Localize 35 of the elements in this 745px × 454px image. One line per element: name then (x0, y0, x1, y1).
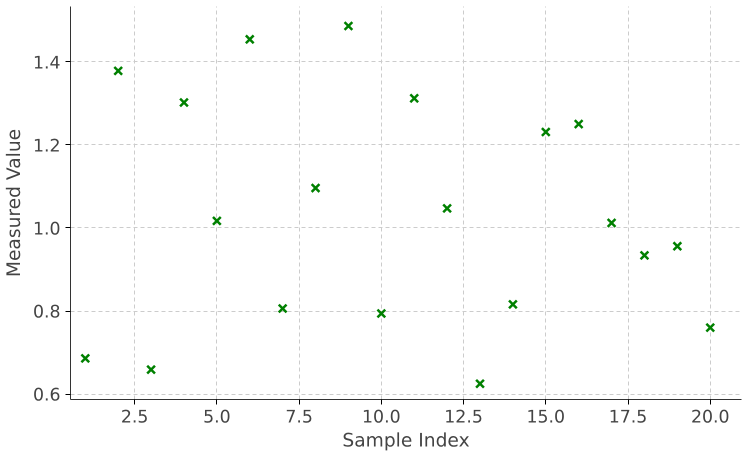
point (178, 97, 190, 108)
point (244, 34, 255, 44)
x-tick-label: 5.0 (203, 408, 231, 428)
point (343, 20, 354, 32)
point (639, 250, 650, 260)
x-tick-label: 7.5 (285, 408, 313, 428)
point (442, 203, 452, 214)
y-tick-label: 0.6 (32, 386, 61, 406)
point (212, 216, 222, 226)
point (606, 218, 617, 228)
x-axis-title: Sample Index (342, 430, 470, 452)
y-tick-label: 0.8 (32, 302, 61, 323)
point (508, 299, 518, 310)
point (278, 303, 288, 314)
point (310, 182, 321, 194)
x-tick-label: 10.0 (362, 408, 401, 428)
point (113, 66, 124, 76)
x-tick-label: 15.0 (526, 408, 566, 428)
point (409, 93, 420, 104)
point (574, 118, 584, 130)
x-tick-label: 2.5 (120, 408, 148, 428)
point (705, 322, 716, 333)
point (146, 364, 156, 375)
point (80, 353, 90, 364)
point (672, 241, 682, 252)
y-tick-label: 1.4 (32, 53, 61, 74)
point (474, 378, 486, 389)
x-tick-label: 17.5 (608, 408, 648, 428)
y-tick-label: 1.2 (32, 136, 61, 156)
y-axis-title: Measured Value (4, 128, 25, 278)
x-tick-label: 20.0 (690, 408, 730, 428)
point (540, 126, 551, 138)
y-tick-label: 1.0 (32, 219, 61, 240)
point (376, 308, 386, 319)
x-tick-label: 12.5 (444, 408, 483, 428)
